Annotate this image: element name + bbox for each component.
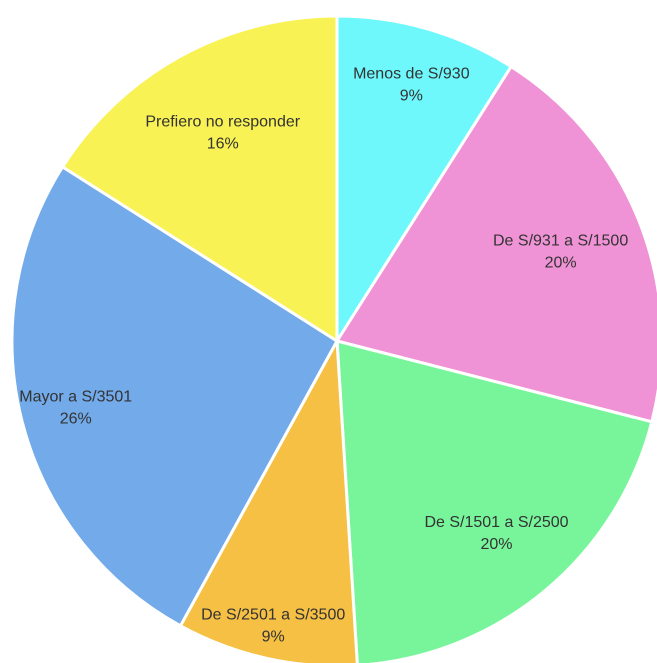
slice-label: De S/931 a S/1500 (493, 233, 628, 250)
slice-label: Prefiero no responder (145, 113, 300, 130)
slice-value: 9% (262, 629, 285, 646)
pie-slice (60, 14, 339, 344)
slice-label: Menos de S/930 (353, 65, 470, 82)
slice-value: 16% (207, 135, 239, 152)
slice-label: Mayor a S/3501 (19, 388, 132, 405)
pie-slice (178, 335, 359, 663)
pie-slice (10, 164, 339, 628)
slice-label: De S/1501 a S/2500 (424, 514, 568, 531)
slice-value: 20% (545, 255, 577, 272)
slice-label: De S/2501 a S/3500 (201, 607, 345, 624)
slice-value: 20% (480, 536, 512, 553)
pie-slice (335, 339, 654, 663)
pie-slice (335, 14, 514, 347)
slice-value: 9% (400, 87, 423, 104)
pie-slice (334, 64, 657, 424)
slice-value: 26% (60, 410, 92, 427)
